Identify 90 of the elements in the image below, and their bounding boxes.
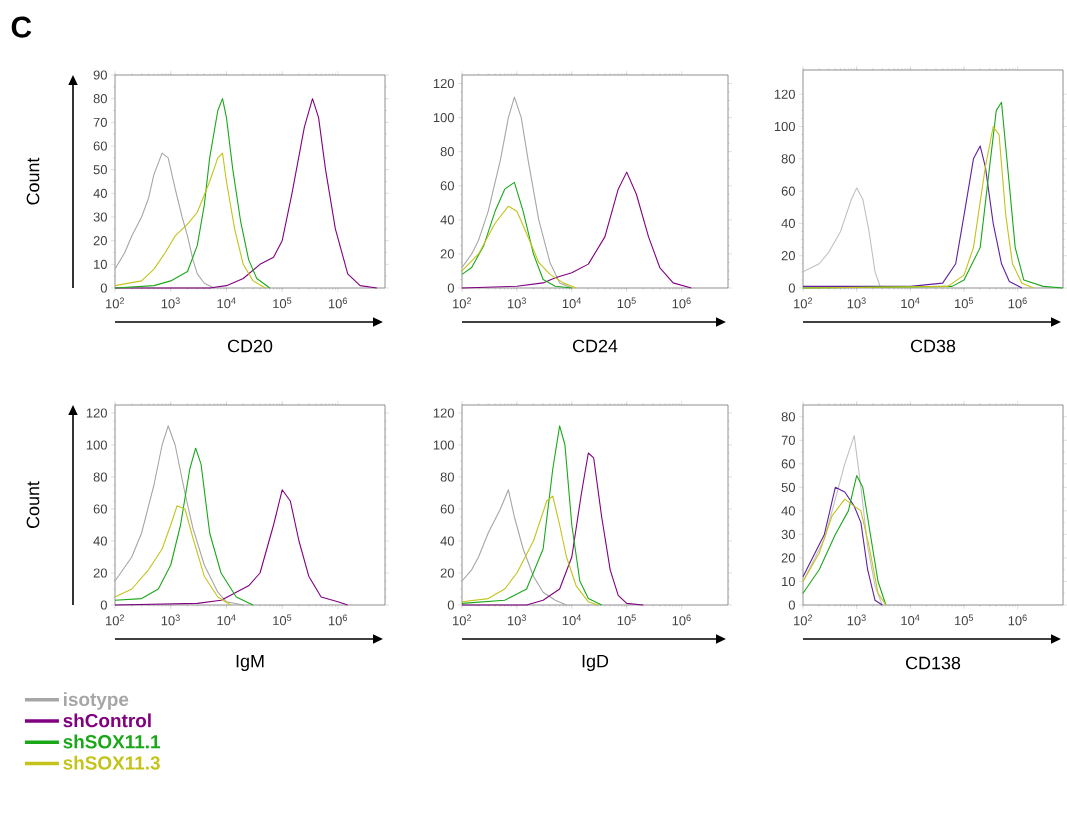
x-tick-label: 10$^{3}$	[507, 614, 526, 626]
y-tick-label: 40	[781, 506, 795, 516]
x-tick-label: 10$^{4}$	[562, 614, 582, 626]
x-axis-title: CD38	[911, 339, 956, 353]
x-tick-label: 10$^{5}$	[273, 297, 292, 309]
x-tick-label: 10$^{6}$	[1008, 614, 1027, 626]
y-tick-label: 20	[781, 251, 795, 261]
legend-label: isotype	[64, 692, 129, 710]
y-tick-label: 90	[93, 70, 107, 80]
y-tick-label: 40	[440, 215, 454, 225]
y-tick-label: 120	[774, 89, 795, 99]
y-tick-label: 30	[781, 529, 795, 539]
x-tick-label: 10$^{2}$	[106, 614, 125, 626]
x-tick-label: 10$^{2}$	[453, 614, 472, 626]
x-tick-label: 10$^{2}$	[794, 614, 813, 626]
y-tick-label: 0	[788, 600, 795, 610]
y-tick-label: 120	[433, 408, 454, 418]
legend-label: shSOX11.3	[63, 755, 160, 770]
y-tick-label: 0	[447, 283, 454, 293]
y-tick-label: 100	[86, 440, 107, 450]
y-tick-label: 60	[93, 504, 107, 514]
y-tick-label: 70	[93, 117, 107, 127]
y-tick-label: 100	[433, 113, 454, 123]
y-tick-label: 80	[440, 472, 454, 482]
y-tick-label: 60	[781, 459, 795, 469]
y-tick-label: 120	[86, 408, 107, 418]
y-tick-label: 20	[440, 568, 454, 578]
y-tick-label: 20	[781, 553, 795, 563]
y-tick-label: 80	[93, 472, 107, 482]
y-tick-label: 50	[781, 482, 795, 492]
x-tick-label: 10$^{6}$	[328, 614, 347, 626]
legend-label: shControl	[63, 713, 151, 728]
y-axis-title: Count	[26, 157, 40, 205]
y-tick-label: 100	[774, 121, 795, 132]
x-tick-label: 10$^{5}$	[617, 297, 636, 309]
x-tick-label: 10$^{3}$	[847, 297, 866, 309]
y-tick-label: 80	[781, 154, 795, 164]
x-tick-label: 10$^{3}$	[847, 614, 866, 626]
y-tick-label: 20	[93, 568, 107, 578]
x-tick-label: 10$^{5}$	[617, 614, 636, 626]
x-axis-title: CD138	[906, 656, 961, 670]
y-tick-label: 30	[93, 212, 107, 222]
y-tick-label: 80	[93, 94, 107, 104]
x-tick-label: 10$^{5}$	[273, 614, 292, 626]
x-tick-label: 10$^{4}$	[901, 614, 920, 626]
y-tick-label: 60	[781, 186, 795, 196]
x-tick-label: 10$^{2}$	[106, 297, 125, 309]
y-tick-label: 80	[440, 147, 454, 157]
y-tick-label: 40	[781, 218, 795, 228]
x-tick-label: 10$^{4}$	[217, 297, 236, 309]
y-tick-label: 20	[440, 249, 454, 259]
x-tick-label: 10$^{5}$	[955, 614, 974, 626]
x-tick-label: 10$^{4}$	[217, 614, 236, 626]
y-axis-title: Count	[26, 481, 40, 529]
y-tick-label: 80	[781, 412, 795, 422]
x-tick-label: 10$^{6}$	[1008, 297, 1027, 309]
y-tick-label: 120	[433, 78, 454, 89]
text: C	[11, 16, 32, 38]
y-tick-label: 40	[93, 188, 107, 198]
x-tick-label: 10$^{6}$	[328, 297, 347, 309]
x-tick-label: 10$^{3}$	[161, 297, 180, 309]
x-tick-label: 10$^{5}$	[955, 297, 974, 309]
y-tick-label: 40	[93, 536, 107, 546]
x-tick-label: 10$^{3}$	[507, 297, 526, 309]
x-tick-label: 10$^{4}$	[901, 297, 920, 309]
x-tick-label: 10$^{4}$	[562, 297, 582, 309]
x-tick-label: 10$^{2}$	[453, 297, 472, 309]
y-tick-label: 0	[100, 600, 107, 610]
y-tick-label: 10	[94, 259, 107, 269]
y-tick-label: 60	[440, 181, 454, 191]
y-tick-label: 0	[788, 283, 795, 293]
y-tick-label: 40	[440, 536, 454, 546]
legend-label: shSOX11.1	[63, 734, 161, 749]
y-tick-label: 20	[93, 236, 107, 246]
x-tick-label: 10$^{2}$	[794, 297, 813, 309]
y-tick-label: 60	[93, 141, 107, 151]
x-axis-title: CD24	[572, 339, 618, 353]
y-tick-label: 50	[93, 165, 107, 175]
x-tick-label: 10$^{3}$	[161, 614, 180, 626]
x-tick-label: 10$^{6}$	[672, 297, 691, 309]
x-axis-title: IgD	[582, 654, 609, 672]
y-tick-label: 0	[447, 600, 454, 610]
x-axis-title: IgM	[236, 654, 264, 672]
x-tick-label: 10$^{6}$	[672, 614, 691, 626]
y-tick-label: 70	[781, 435, 795, 445]
y-tick-label: 0	[100, 283, 107, 293]
y-tick-label: 60	[440, 504, 454, 514]
x-axis-title: CD20	[227, 339, 273, 353]
y-tick-label: 10	[782, 576, 795, 587]
y-tick-label: 100	[433, 440, 454, 450]
